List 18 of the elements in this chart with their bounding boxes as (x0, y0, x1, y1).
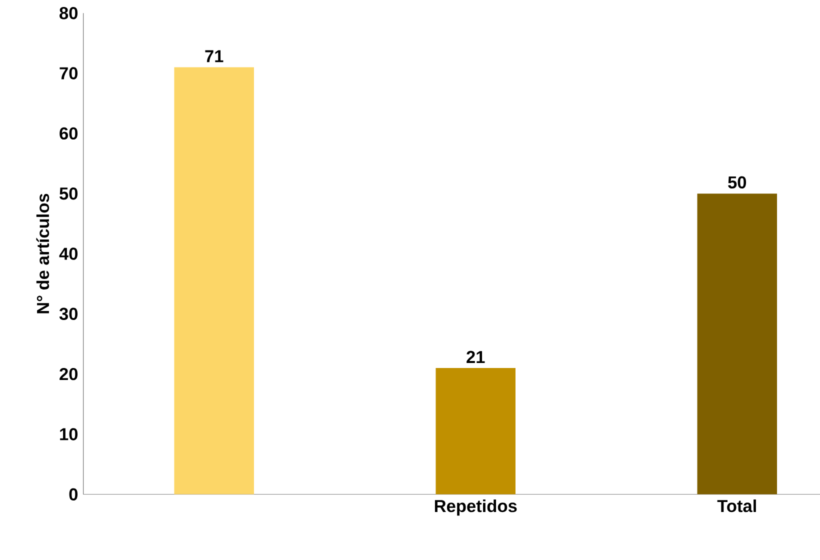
data-label: 21 (466, 350, 485, 363)
x-tick-label: Repetidos (434, 499, 517, 516)
bar (174, 67, 254, 494)
bar (697, 194, 778, 494)
data-label: 50 (728, 176, 746, 188)
bar (436, 368, 516, 494)
y-tick-label: 10 (60, 428, 78, 440)
x-tick-label: Total (717, 499, 756, 512)
y-tick-label: 20 (60, 368, 78, 380)
y-tick-label: 60 (60, 127, 78, 140)
y-tick-label: 50 (60, 187, 78, 200)
y-tick-label: 30 (59, 308, 78, 320)
data-label: 71 (205, 50, 224, 62)
y-tick-label: 80 (60, 7, 78, 20)
y-axis-title: N° de artículos (36, 194, 50, 314)
y-tick-label: 0 (69, 488, 78, 500)
y-tick-label: 40 (59, 248, 78, 260)
y-tick-label: 70 (60, 67, 78, 80)
